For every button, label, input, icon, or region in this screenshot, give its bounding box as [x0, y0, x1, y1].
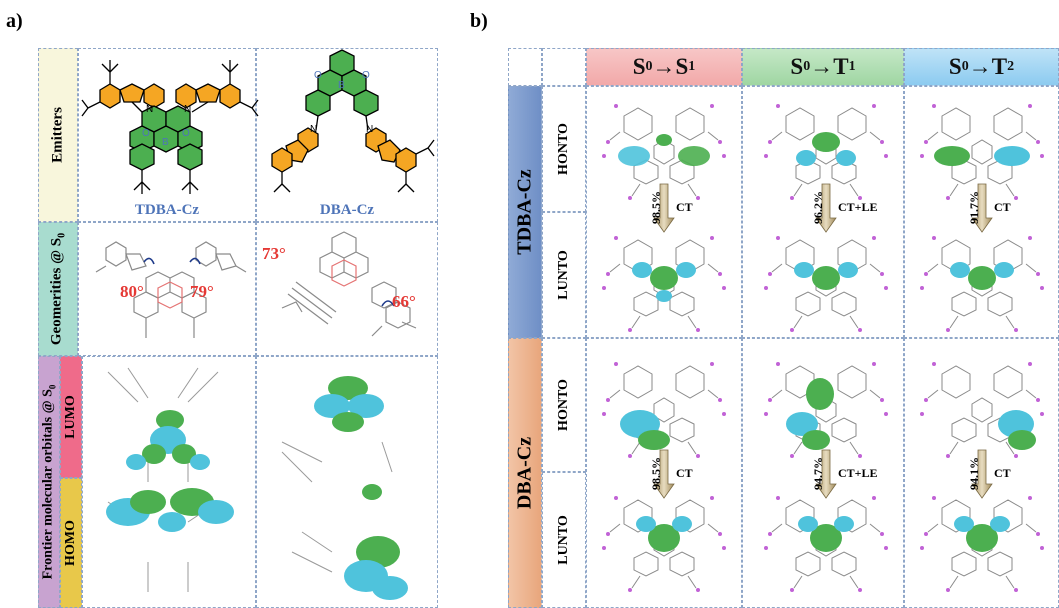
tdba-s1-type: CT	[676, 200, 693, 214]
svg-text:N: N	[366, 124, 373, 135]
dba-angle-left: 73°	[262, 244, 286, 263]
dba-honto-label: HONTO	[542, 338, 586, 472]
column-header-s0-t1: S 0 → T 1	[742, 48, 904, 86]
column-header-s0-t2: S 0 → T 2	[904, 48, 1059, 86]
dba-t2-type: CT	[994, 466, 1011, 480]
svg-text:B: B	[338, 80, 345, 91]
panel-a-label: a)	[6, 10, 23, 32]
tdba-t1-percent: 96.2%	[811, 191, 825, 224]
dba-cz-label: DBA-Cz	[319, 202, 375, 218]
tdba-t1-cell	[742, 86, 904, 338]
lumo-row-label: LUMO	[60, 356, 82, 478]
dba-angle-right: 66°	[392, 292, 416, 311]
svg-text:N: N	[146, 104, 153, 115]
tdba-geometry-cell	[78, 222, 256, 356]
nto-orbital-images	[601, 103, 1045, 593]
dba-s1-type: CT	[676, 466, 693, 480]
svg-text:N: N	[310, 124, 317, 135]
tdba-s1-cell	[586, 86, 742, 338]
tdba-angle-left: 80°	[120, 282, 144, 301]
dba-emitter-cell	[256, 48, 438, 222]
tdba-honto-label: HONTO	[542, 86, 586, 212]
svg-text:O: O	[362, 70, 370, 81]
dba-s1-percent: 98.5%	[649, 457, 663, 490]
corner-cell-2	[542, 48, 586, 86]
dba-fmo-image	[281, 376, 408, 600]
panel-b-label: b)	[470, 10, 488, 32]
tdba-fmo-image	[106, 367, 234, 592]
dba-geometry-cell	[256, 222, 438, 356]
svg-text:B: B	[162, 137, 169, 148]
tdba-cz-row-band: TDBA-Cz	[508, 86, 542, 338]
tdba-lunto-label: LUNTO	[542, 212, 586, 338]
tdba-cz-label: TDBA-Cz	[134, 202, 200, 218]
dba-t1-percent: 94.7%	[811, 457, 825, 490]
corner-cell-1	[508, 48, 542, 86]
dba-lunto-label: LUNTO	[542, 472, 586, 608]
transition-arrows	[653, 183, 993, 499]
dba-cz-row-band: DBA-Cz	[508, 338, 542, 608]
tdba-geometry-image	[95, 241, 247, 338]
tdba-t2-percent: 91.7%	[967, 191, 981, 224]
dba-t1-type: CT+LE	[838, 466, 878, 480]
svg-text:O: O	[314, 70, 322, 81]
tdba-emitter-cell	[78, 48, 256, 222]
tdba-s1-percent: 98.5%	[649, 191, 663, 224]
svg-text:O: O	[142, 128, 150, 139]
fmo-row-label: Frontier molecular orbitals @ S0	[38, 356, 60, 608]
svg-text:O: O	[182, 128, 190, 139]
dba-geometry-image	[281, 231, 417, 337]
column-header-s0-s1: S 0 → S 1	[586, 48, 742, 86]
dba-cz-structure: O O B N N	[271, 49, 435, 193]
homo-row-label: HOMO	[60, 478, 82, 608]
svg-text:N: N	[184, 104, 191, 115]
tdba-t2-type: CT	[994, 200, 1011, 214]
tdba-angle-right: 79°	[190, 282, 214, 301]
tdba-t1-type: CT+LE	[838, 200, 878, 214]
tdba-cz-structure: N N O O B	[81, 60, 259, 194]
dba-t2-percent: 94.1%	[967, 457, 981, 490]
emitters-row-label: Emitters	[38, 48, 78, 222]
geometries-row-label: Geomerities @ S0	[38, 222, 78, 356]
